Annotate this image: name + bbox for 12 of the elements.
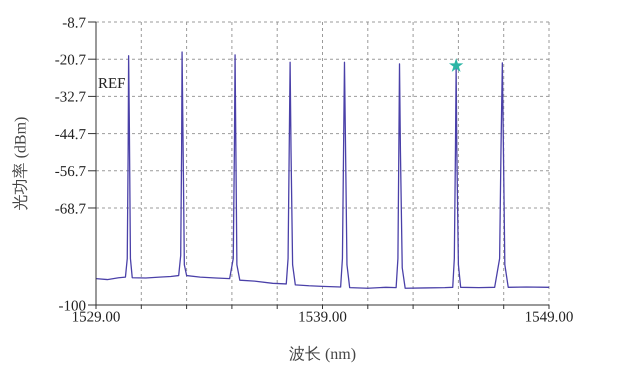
y-axis-title: 光功率 (dBm) <box>12 116 30 210</box>
y-tick-label: -8.7 <box>62 15 86 32</box>
y-tick-label: -68.7 <box>54 201 86 218</box>
x-axis-title: 波长 (nm) <box>288 345 356 363</box>
x-tick-label: 1549.00 <box>524 310 574 326</box>
y-tick-label: -20.7 <box>54 52 86 69</box>
y-tick-label: -32.7 <box>54 90 86 106</box>
annotation: REF <box>98 76 126 93</box>
y-tick-label: -56.7 <box>54 164 86 180</box>
line-series <box>96 51 549 289</box>
x-tick-label: 1539.00 <box>298 310 347 326</box>
y-tick-label: -44.7 <box>54 126 86 143</box>
